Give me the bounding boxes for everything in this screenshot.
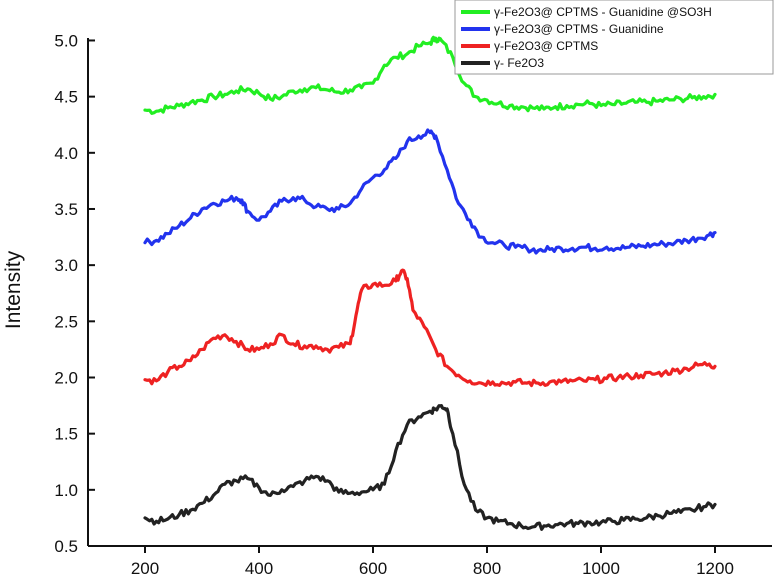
series-line-4 [143, 404, 717, 531]
y-tick-label: 2.5 [54, 312, 78, 331]
y-tick-label: 5.0 [54, 31, 78, 50]
series-lines [143, 35, 717, 531]
y-tick-label: 1.5 [54, 425, 78, 444]
legend-label: γ-Fe2O3@ CPTMS - Guanidine @SO3H [494, 5, 712, 19]
x-ticks: 200 400 600 800 1000 1200 [131, 546, 734, 576]
series-line-3 [143, 268, 717, 388]
y-axis-title: Intensity [2, 250, 25, 329]
y-tick-label: 0.5 [54, 537, 78, 556]
x-tick-label: 200 [131, 559, 159, 576]
legend-box [454, 0, 774, 75]
legend-label: γ-Fe2O3@ CPTMS [494, 39, 598, 53]
legend-label: γ-Fe2O3@ CPTMS - Guanidine [494, 22, 664, 36]
x-tick-label: 1200 [696, 559, 734, 576]
series-line-1 [143, 35, 717, 115]
y-tick-label: 2.0 [54, 368, 78, 387]
x-tick-label: 800 [473, 559, 501, 576]
legend-label: γ- Fe2O3 [494, 56, 544, 70]
y-ticks: 0.5 1.0 1.5 2.0 2.5 3.0 3.5 4.0 4.5 5.0 [54, 31, 95, 556]
y-tick-label: 4.0 [54, 144, 78, 163]
y-tick-label: 3.5 [54, 200, 78, 219]
x-tick-label: 400 [245, 559, 273, 576]
y-tick-label: 3.0 [54, 256, 78, 275]
y-tick-label: 1.0 [54, 481, 78, 500]
legend: γ-Fe2O3@ CPTMS - Guanidine @SO3H γ-Fe2O3@… [454, 0, 774, 75]
series-line-2 [143, 128, 717, 255]
axes [87, 38, 772, 547]
x-tick-label: 600 [359, 559, 387, 576]
y-tick-label: 4.5 [54, 88, 78, 107]
x-tick-label: 1000 [582, 559, 620, 576]
